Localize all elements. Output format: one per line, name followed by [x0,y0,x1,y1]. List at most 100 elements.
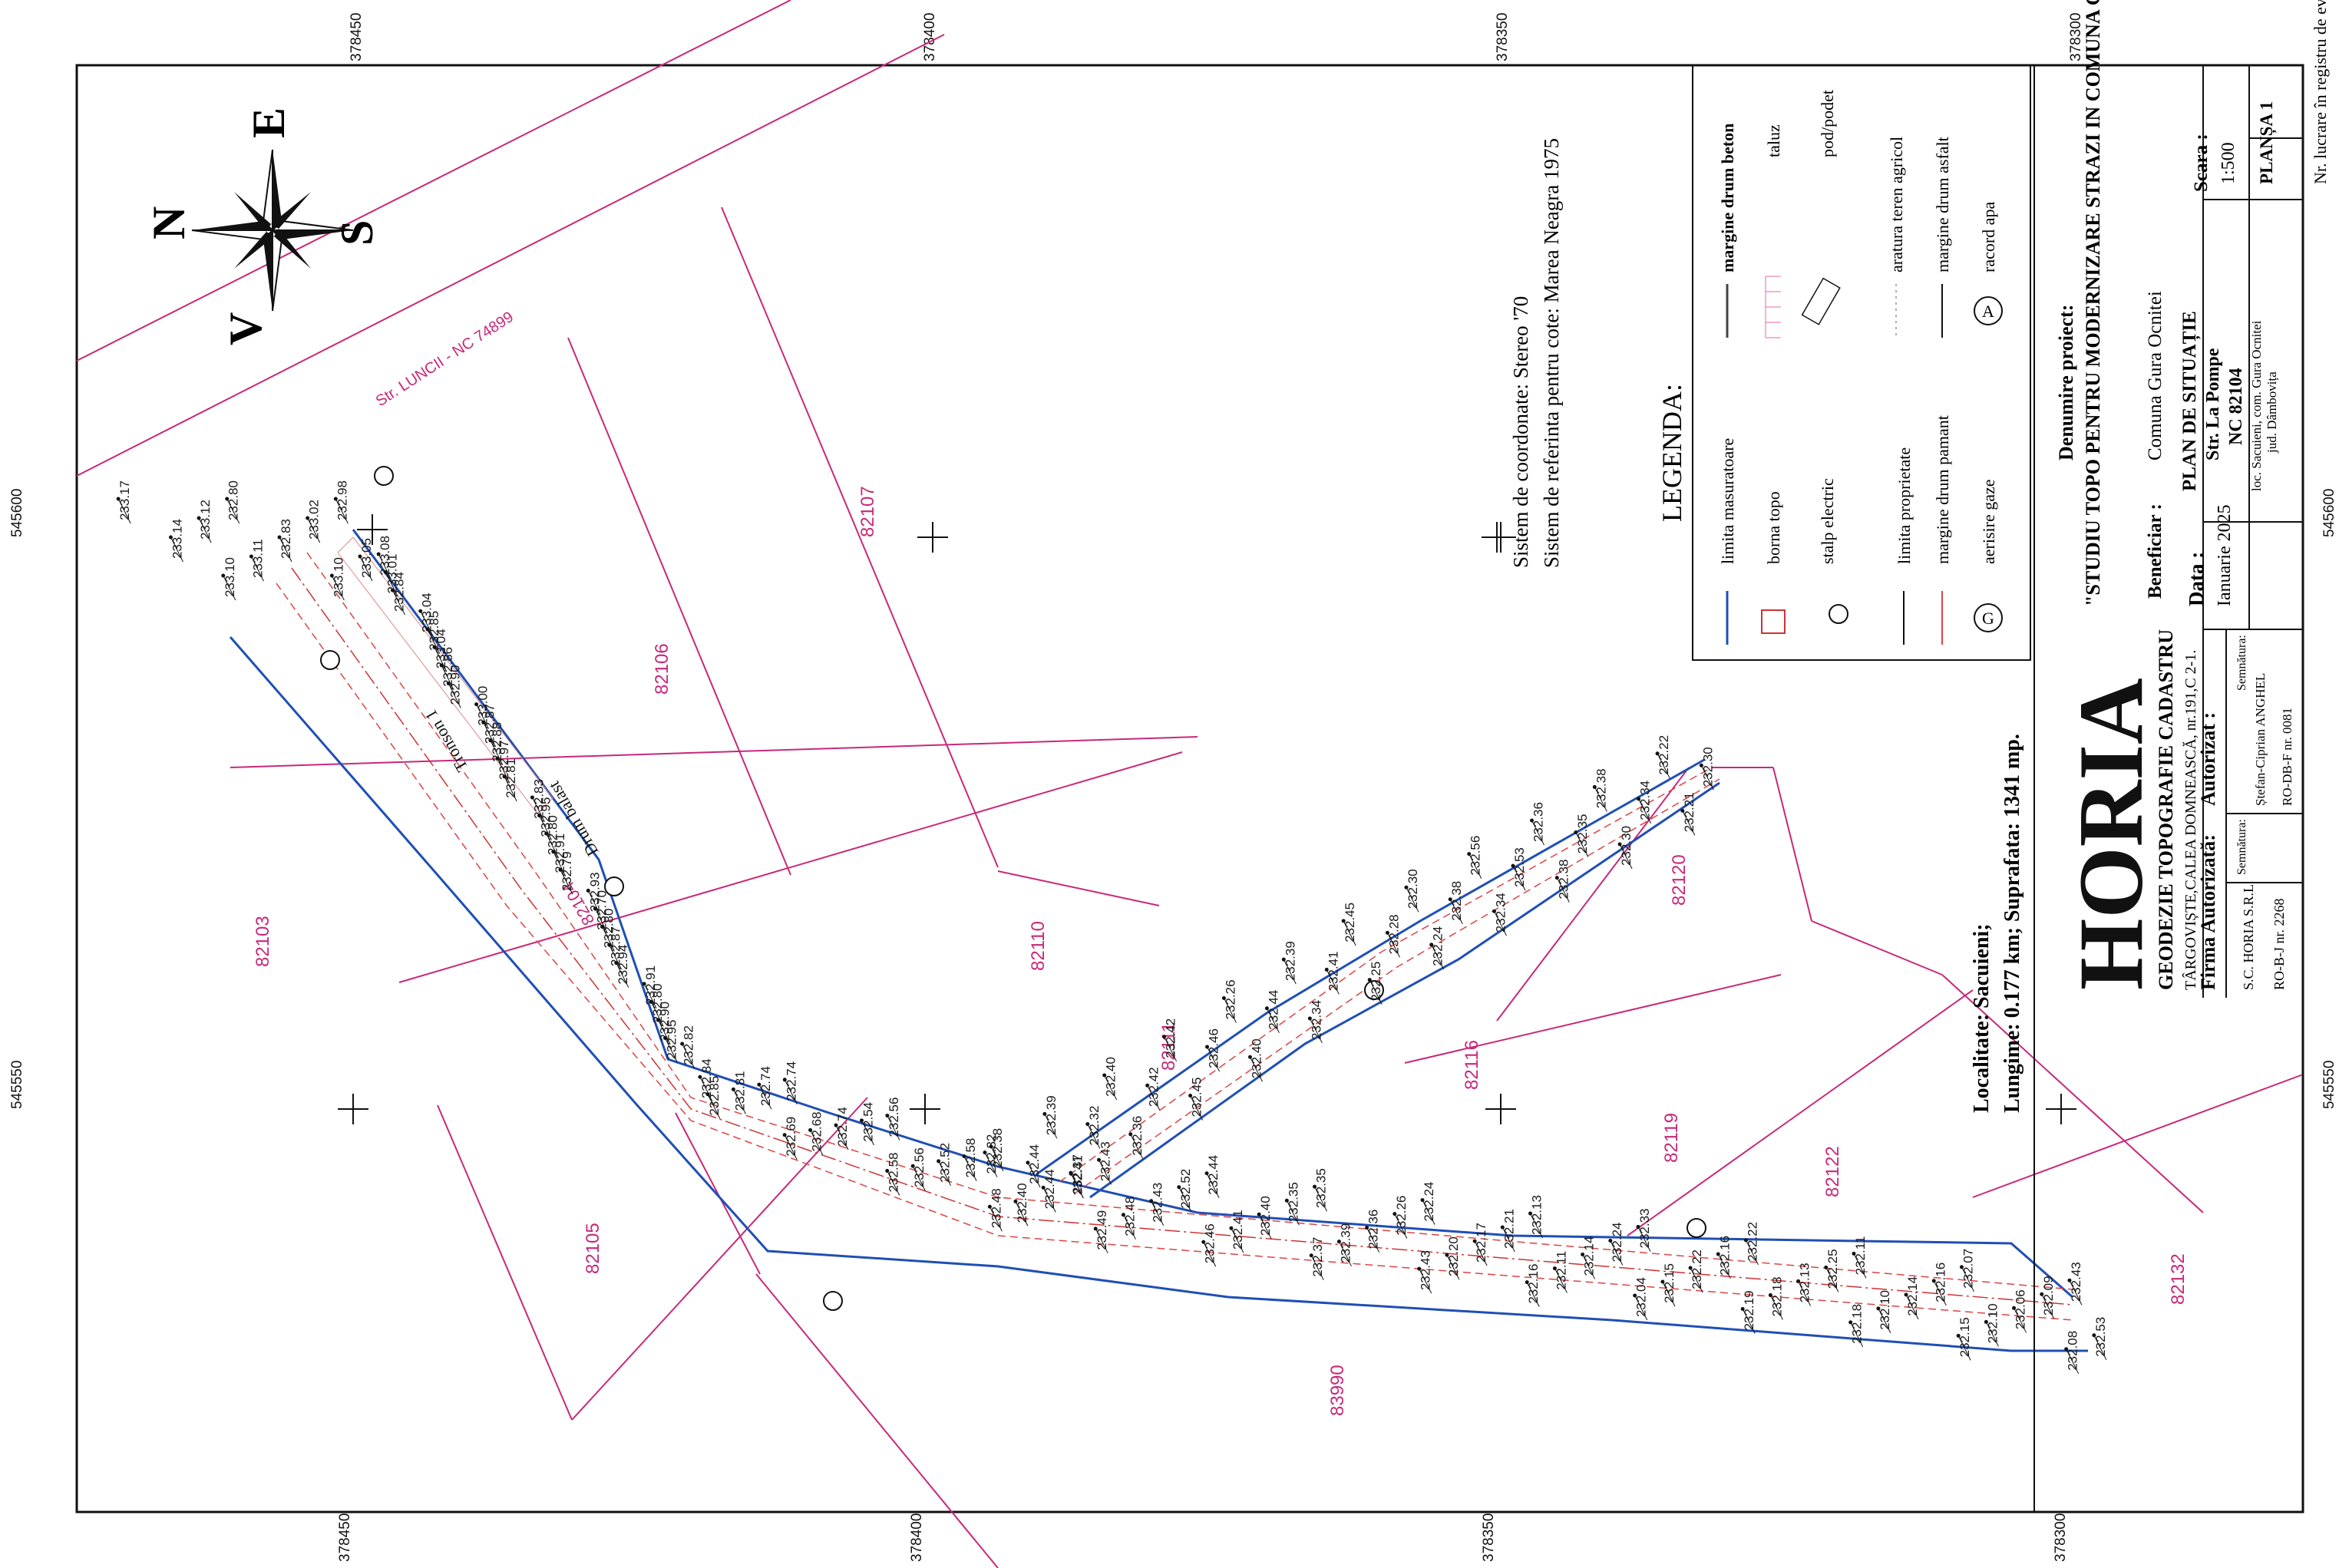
elevation-point: 232.44 [1041,1169,1057,1213]
elevation-dot [593,906,597,911]
stalp-electric-icon [374,466,394,486]
elevation-value: 232.48 [1122,1197,1137,1236]
elevation-value: 232.80 [226,480,241,520]
elevation-value: 232.07 [1961,1249,1975,1289]
elevation-value: 232.40 [1249,1038,1264,1078]
elevation-leader [1164,1036,1178,1061]
elevation-dot [474,702,479,707]
elevation-value: 232.41 [1326,951,1340,991]
elevation-value: 233.04 [420,593,434,632]
elevation-point: 233.04 [418,593,434,636]
elevation-value: 232.91 [553,834,567,873]
elevation-leader [250,556,264,582]
elevation-point: 233.02 [306,500,322,543]
plansa: PLANȘA 1 [2257,101,2277,184]
coord-bottom-1: 378450 [337,1514,353,1562]
elevation-dot [1500,1225,1505,1230]
elevation-leader [1309,1018,1323,1044]
elevation-value: 232.34 [1493,893,1508,933]
elevation-dot [1740,1306,1745,1311]
elevation-leader [1206,1173,1220,1198]
elevation-value: 232.69 [784,1117,798,1157]
elevation-leader [1526,1282,1540,1307]
autorizat: Autorizat : [2197,712,2219,806]
plan-title: PLAN DE SITUAȚIE [2179,311,2201,491]
elevation-leader [602,926,615,952]
elevation-value: 232.22 [1690,1249,1704,1289]
elevation-value: 232.81 [504,758,518,798]
elevation-point: 232.90 [656,1002,672,1045]
elevation-labels: 233.17233.14233.10233.12233.11232.80232.… [116,480,2108,1375]
elevation-leader [1151,1200,1165,1226]
elevation-dot [1429,942,1434,947]
elevation-value: 232.43 [1419,1250,1433,1290]
elevation-value: 232.74 [835,1107,850,1147]
elevation-dot [2040,1292,2044,1296]
elevation-value: 232.56 [887,1098,901,1137]
elevation-point: 232.39 [1042,1095,1059,1139]
elevation-leader [1122,1214,1136,1240]
elevation-point: 232.42 [1145,1067,1161,1111]
elevation-dot [1069,1170,1073,1175]
elevation-dot [1680,808,1685,813]
elevation-dot [705,1092,710,1097]
elevation-dot [1026,1160,1030,1165]
elevation-value: 232.52 [1178,1169,1193,1209]
elevation-point: 232.10 [1876,1290,1892,1334]
elevation-point: 232.15 [1956,1317,1972,1361]
elevation-leader [963,1156,977,1181]
elevation-point: 232.86 [439,647,455,691]
elevation-dot [306,516,310,520]
elevation-dot [1699,763,1703,767]
elevation-leader [784,1079,798,1105]
elevation-dot [1013,1199,1018,1203]
elevation-dot [1257,1212,1261,1216]
elevation-leader [560,870,573,895]
elevation-value: 232.45 [1190,1078,1204,1117]
elevation-dot [1367,978,1372,982]
elevation-dot [1341,919,1346,923]
elevation-leader [1386,933,1400,958]
elevation-value: 233.04 [434,629,448,668]
parcel-82119: 82119 [1661,1113,1682,1163]
road-axis [291,567,2073,1306]
elevation-leader [1554,1268,1568,1293]
elevation-point: 232.42 [1162,1018,1178,1061]
elevation-dot [1281,957,1286,962]
elevation-value: 232.33 [1637,1208,1652,1248]
elevation-leader [1130,1134,1144,1160]
elevation-value: 232.44 [1042,1169,1057,1209]
elevation-dot [834,1123,838,1127]
elevation-value: 232.34 [1309,1000,1323,1040]
elevation-dot [1102,1073,1107,1078]
elevation-dot [1959,1265,1964,1269]
elevation-dot [910,1164,915,1168]
elevation-dot [225,497,230,501]
elevation-dot [1617,842,1622,847]
elevation-value: 232.44 [1027,1144,1042,1184]
elevation-leader [1957,1335,1971,1361]
location-summary: Localitate: Sacuieni; Lungime: 0.177 km;… [1970,734,2024,1113]
elevation-leader [378,553,391,579]
elevation-point: 232.30 [1699,747,1715,791]
elevation-point: 232.48 [1121,1197,1137,1240]
elevation-dot [1420,1198,1425,1203]
elevation-point: 232.37 [1069,1154,1085,1198]
elevation-leader [1531,820,1544,846]
elevation-leader [887,1170,900,1196]
elevation-value: 232.25 [1369,962,1383,1002]
elevation-dot [757,1082,761,1087]
elevation-dot [937,1159,941,1164]
elevation-point: 233.11 [249,539,265,582]
elevation-leader [810,1130,824,1155]
elevation-leader [1231,1228,1244,1253]
elevation-point: 232.43 [1097,1141,1113,1185]
elevation-leader [835,1124,849,1150]
elevation-point: 232.85 [705,1076,722,1119]
elevation-leader [1369,979,1383,1005]
elevation-point: 232.70 [593,890,609,934]
elevation-leader [1637,1226,1651,1252]
elevation-value: 232.30 [1406,869,1420,909]
elevation-point: 232.46 [1201,1223,1217,1267]
elevation-point: 233.17 [116,480,132,524]
